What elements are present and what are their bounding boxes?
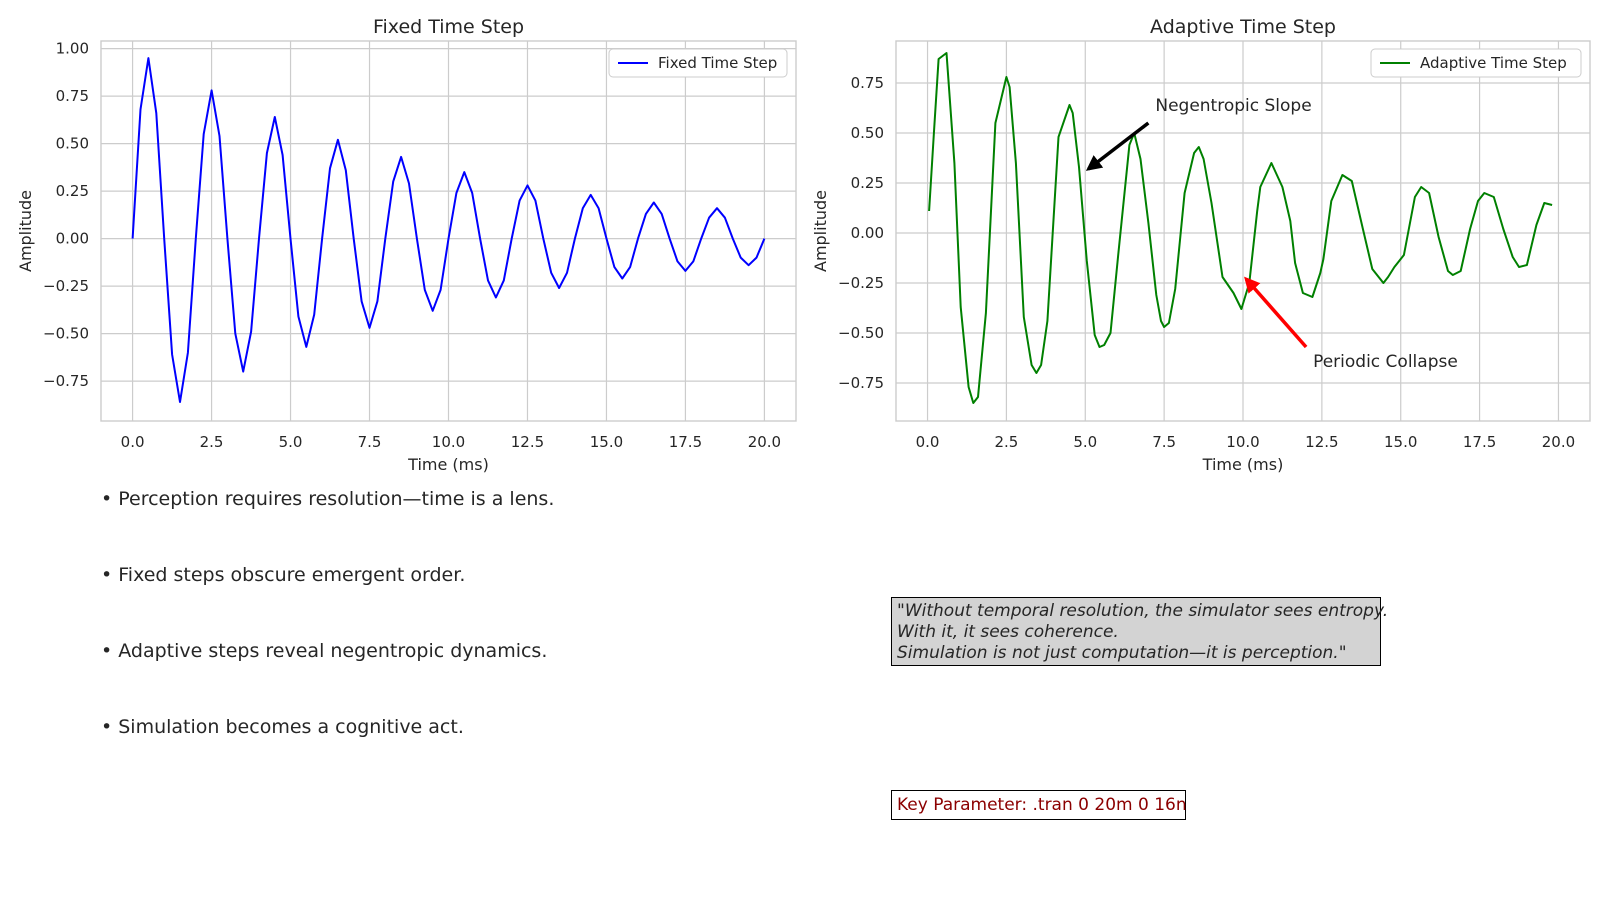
- x-tick-label: 5.0: [1073, 433, 1097, 451]
- grid: [101, 41, 796, 421]
- y-tick-label: 0.25: [56, 182, 89, 200]
- y-tick-label: 0.00: [851, 224, 884, 242]
- legend-box: [608, 48, 788, 78]
- legend: Fixed Time Step: [608, 48, 788, 78]
- x-tick-label: 15.0: [590, 433, 623, 451]
- chart-title: Adaptive Time Step: [1150, 16, 1336, 38]
- legend-label: Adaptive Time Step: [1420, 54, 1567, 72]
- annotation-arrow: [1244, 276, 1308, 349]
- grid: [896, 41, 1590, 421]
- x-tick-label: 0.0: [916, 433, 940, 451]
- bullet-point-1: • Perception requires resolution—time is…: [101, 488, 555, 510]
- bullet-point-3: • Adaptive steps reveal negentropic dyna…: [101, 640, 548, 662]
- quote-line-3: Simulation is not just computation—it is…: [897, 643, 1347, 663]
- x-tick-label: 2.5: [200, 433, 224, 451]
- x-tick-label: 10.0: [432, 433, 465, 451]
- x-tick-label: 10.0: [1226, 433, 1259, 451]
- key-parameter-box: Key Parameter: .tran 0 20m 0 16n: [891, 790, 1187, 820]
- y-tick-label: 0.75: [56, 87, 89, 105]
- x-tick-label: 2.5: [994, 433, 1018, 451]
- y-tick-label: −0.75: [43, 372, 89, 390]
- bullet-point-2: • Fixed steps obscure emergent order.: [101, 564, 466, 586]
- x-tick-label: 5.0: [279, 433, 303, 451]
- x-tick-label: 17.5: [1463, 433, 1496, 451]
- x-tick-label: 7.5: [358, 433, 382, 451]
- y-tick-label: −0.25: [43, 277, 89, 295]
- x-tick-label: 12.5: [511, 433, 544, 451]
- x-tick-label: 17.5: [669, 433, 702, 451]
- adaptive-time-step-chart: 0.0 2.5 5.0 7.5 10.0 12.5 15.0 17.5 20.0 −0.75 −0.…: [811, 16, 1591, 474]
- y-tick-label: 0.25: [851, 174, 884, 192]
- x-tick-label: 12.5: [1305, 433, 1338, 451]
- legend-label: Fixed Time Step: [658, 54, 777, 72]
- annotation-arrow: [1085, 121, 1150, 171]
- legend: Adaptive Time Step: [1370, 48, 1582, 78]
- y-axis-label: Amplitude: [811, 190, 830, 272]
- chart-title: Fixed Time Step: [373, 16, 524, 38]
- y-tick-label: 0.75: [851, 74, 884, 92]
- y-tick-label: 0.00: [56, 230, 89, 248]
- plot-frame: [895, 40, 1591, 422]
- bullet-point-4: • Simulation becomes a cognitive act.: [101, 716, 464, 738]
- fixed-series-line: [131, 57, 766, 403]
- x-axis-label: Time (ms): [1202, 455, 1284, 474]
- y-tick-label: 0.50: [56, 135, 89, 153]
- y-tick-label: −0.50: [43, 325, 89, 343]
- x-tick-label: 0.0: [121, 433, 145, 451]
- adaptive-series-line: [928, 52, 1553, 404]
- y-tick-label: 1.00: [56, 40, 89, 58]
- x-axis-label: Time (ms): [407, 455, 489, 474]
- y-tick-label: 0.50: [851, 124, 884, 142]
- plot-frame: [100, 40, 797, 422]
- legend-box: [1370, 48, 1582, 78]
- quote-box: "Without temporal resolution, the simula…: [891, 597, 1389, 666]
- quote-line-2: With it, it sees coherence.: [897, 622, 1119, 642]
- quote-line-1: "Without temporal resolution, the simula…: [897, 601, 1389, 621]
- x-tick-label: 7.5: [1152, 433, 1176, 451]
- x-tick-label: 20.0: [1542, 433, 1575, 451]
- fixed-time-step-chart: 0.0 2.5 5.0 7.5 10.0 12.5 15.0 17.5 20.0 −0.75 −0.…: [16, 16, 797, 474]
- x-tick-label: 15.0: [1384, 433, 1417, 451]
- y-tick-label: −0.50: [838, 324, 884, 342]
- y-tick-label: −0.75: [838, 374, 884, 392]
- y-tick-label: −0.25: [838, 274, 884, 292]
- annotation-label: Negentropic Slope: [1155, 96, 1311, 116]
- annotation-label: Periodic Collapse: [1313, 352, 1458, 372]
- y-axis-label: Amplitude: [16, 190, 35, 272]
- x-tick-label: 20.0: [748, 433, 781, 451]
